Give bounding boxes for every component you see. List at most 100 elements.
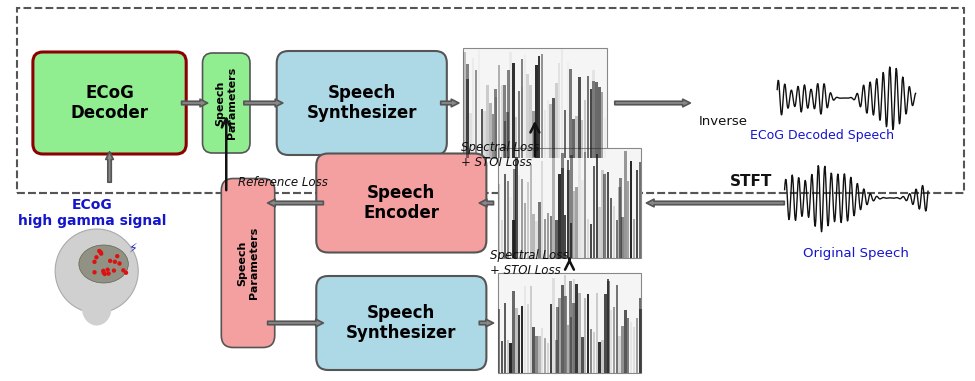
Bar (472, 58, 475, 158)
Circle shape (93, 259, 97, 264)
Bar (569, 223, 572, 258)
Bar (526, 74, 528, 158)
Bar (612, 206, 615, 258)
Bar (630, 322, 633, 373)
Circle shape (102, 272, 107, 276)
Bar (518, 91, 521, 158)
Bar (569, 69, 572, 158)
Bar (639, 298, 641, 373)
Circle shape (99, 251, 103, 256)
Bar (489, 102, 491, 158)
Bar (524, 203, 526, 258)
Text: Spectral Loss
+ STOI Loss: Spectral Loss + STOI Loss (490, 249, 568, 277)
Bar (541, 54, 543, 158)
Bar (569, 317, 572, 373)
Bar (541, 161, 543, 258)
Bar (503, 122, 506, 158)
Bar (487, 85, 488, 158)
Bar (515, 117, 518, 158)
Bar (566, 160, 569, 258)
Circle shape (98, 249, 101, 253)
Bar (526, 182, 529, 258)
Bar (587, 76, 589, 158)
Bar (553, 157, 555, 258)
Bar (494, 89, 497, 158)
Bar (550, 304, 552, 373)
Bar (633, 327, 636, 373)
FancyBboxPatch shape (316, 276, 487, 370)
Bar (538, 336, 540, 373)
Text: ECoG
Decoder: ECoG Decoder (70, 83, 148, 122)
Bar (590, 329, 592, 373)
Bar (556, 220, 558, 258)
Bar (636, 170, 638, 258)
Bar (624, 151, 627, 258)
Circle shape (106, 271, 111, 276)
Bar (514, 169, 517, 258)
Bar (564, 275, 566, 373)
Bar (604, 295, 606, 373)
Bar (498, 148, 642, 258)
Bar (571, 303, 575, 373)
Bar (596, 293, 598, 373)
Bar (630, 161, 633, 258)
Circle shape (115, 254, 119, 258)
Ellipse shape (82, 290, 111, 325)
Bar (593, 70, 595, 158)
Bar (624, 311, 627, 373)
Bar (578, 293, 581, 373)
Bar (618, 187, 621, 258)
Bar (590, 89, 592, 158)
Bar (569, 281, 572, 373)
Bar (602, 339, 604, 373)
Bar (558, 63, 561, 158)
Bar (547, 213, 549, 258)
Bar (592, 81, 595, 158)
Text: Spectral Loss
+ STOI Loss: Spectral Loss + STOI Loss (460, 141, 539, 169)
Bar (566, 325, 569, 373)
Bar (584, 298, 587, 373)
Text: Original Speech: Original Speech (803, 247, 910, 259)
Bar (529, 85, 531, 158)
Bar (507, 340, 509, 373)
Bar (561, 49, 564, 158)
Bar (503, 85, 506, 158)
Bar (544, 219, 546, 258)
Bar (535, 221, 537, 258)
Bar (575, 187, 578, 258)
Bar (639, 162, 641, 258)
Bar (581, 120, 583, 158)
Bar (627, 181, 630, 258)
Bar (532, 214, 535, 258)
Circle shape (95, 255, 98, 259)
Bar (547, 343, 549, 373)
Bar (590, 224, 592, 258)
Bar (535, 336, 537, 373)
Bar (524, 55, 526, 158)
Bar (596, 82, 598, 158)
Circle shape (101, 269, 105, 273)
Bar (621, 326, 624, 373)
Bar (549, 104, 552, 158)
Bar (572, 191, 575, 258)
Bar (501, 220, 503, 258)
Text: Speech
Synthesizer: Speech Synthesizer (306, 83, 417, 122)
Bar (492, 114, 494, 158)
Bar (506, 112, 509, 158)
Bar (532, 328, 535, 373)
Bar (521, 306, 524, 373)
Bar (565, 296, 567, 373)
Ellipse shape (79, 245, 129, 283)
Bar (559, 174, 561, 258)
Bar (498, 309, 500, 373)
Bar (463, 48, 606, 158)
Bar (606, 282, 609, 373)
Bar (532, 111, 534, 158)
Bar (510, 197, 512, 258)
Bar (501, 341, 503, 373)
Bar (599, 87, 601, 158)
Text: STFT: STFT (729, 173, 772, 189)
Bar (564, 110, 566, 158)
Circle shape (108, 259, 112, 263)
Text: Speech
Parameters: Speech Parameters (237, 227, 258, 299)
